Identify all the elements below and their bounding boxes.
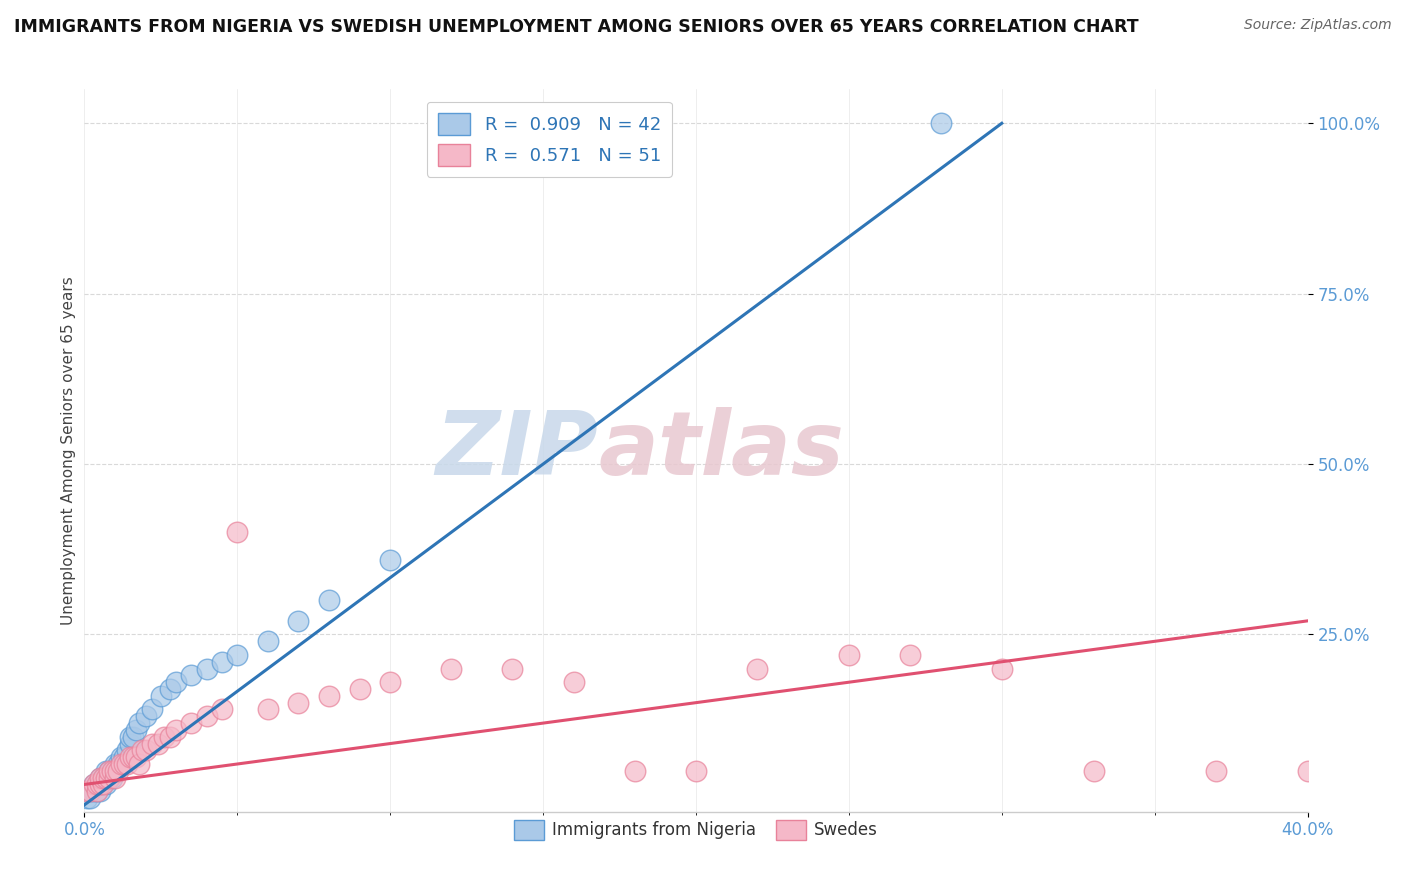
Point <box>1205 764 1227 778</box>
Point <box>76 784 98 798</box>
Point <box>83 777 105 791</box>
Point <box>141 737 163 751</box>
Point <box>624 764 647 778</box>
Point <box>89 784 111 798</box>
Point <box>86 777 108 791</box>
Point <box>79 791 101 805</box>
Point <box>91 771 114 785</box>
Point <box>79 784 101 798</box>
Point <box>91 777 114 791</box>
Text: IMMIGRANTS FROM NIGERIA VS SWEDISH UNEMPLOYMENT AMONG SENIORS OVER 65 YEARS CORR: IMMIGRANTS FROM NIGERIA VS SWEDISH UNEMP… <box>14 18 1139 36</box>
Point <box>79 784 101 798</box>
Point <box>898 648 921 662</box>
Y-axis label: Unemployment Among Seniors over 65 years: Unemployment Among Seniors over 65 years <box>60 277 76 624</box>
Point <box>226 525 249 540</box>
Point <box>104 771 127 785</box>
Point <box>257 634 280 648</box>
Point <box>149 689 172 703</box>
Point <box>929 116 952 130</box>
Point <box>94 777 117 791</box>
Point <box>195 662 218 676</box>
Point <box>135 743 157 757</box>
Text: ZIP: ZIP <box>436 407 598 494</box>
Point <box>112 757 135 772</box>
Point <box>91 777 114 791</box>
Point <box>97 764 120 778</box>
Point <box>89 777 111 791</box>
Point <box>89 777 111 791</box>
Point <box>128 716 150 731</box>
Point <box>195 709 218 723</box>
Point <box>128 757 150 772</box>
Point <box>502 662 524 676</box>
Point <box>380 552 402 566</box>
Point <box>287 696 309 710</box>
Point <box>125 723 148 737</box>
Point <box>107 764 129 778</box>
Point <box>747 662 769 676</box>
Point <box>104 757 127 772</box>
Point <box>101 771 124 785</box>
Point <box>97 771 120 785</box>
Point <box>226 648 249 662</box>
Point <box>94 771 117 785</box>
Point <box>318 689 340 703</box>
Point <box>380 675 402 690</box>
Point <box>211 655 233 669</box>
Point <box>110 750 132 764</box>
Point <box>211 702 233 716</box>
Point <box>107 757 129 772</box>
Point <box>1083 764 1105 778</box>
Point <box>97 771 120 785</box>
Point <box>159 730 181 744</box>
Point <box>257 702 280 716</box>
Point <box>120 737 142 751</box>
Point <box>86 777 108 791</box>
Point <box>83 784 105 798</box>
Point <box>104 764 127 778</box>
Legend: Immigrants from Nigeria, Swedes: Immigrants from Nigeria, Swedes <box>508 814 884 847</box>
Point <box>141 702 163 716</box>
Point <box>125 750 148 764</box>
Point <box>122 730 145 744</box>
Point <box>165 723 187 737</box>
Point <box>97 764 120 778</box>
Point <box>153 730 176 744</box>
Point <box>287 614 309 628</box>
Point <box>115 743 138 757</box>
Point <box>685 764 707 778</box>
Point <box>180 668 202 682</box>
Point <box>101 764 124 778</box>
Point <box>83 777 105 791</box>
Point <box>135 709 157 723</box>
Point <box>112 750 135 764</box>
Point <box>104 764 127 778</box>
Point <box>165 675 187 690</box>
Point <box>122 750 145 764</box>
Point <box>94 764 117 778</box>
Point <box>838 648 860 662</box>
Point <box>991 662 1014 676</box>
Point <box>159 681 181 696</box>
Point <box>89 771 111 785</box>
Point <box>89 771 111 785</box>
Point <box>318 593 340 607</box>
Point <box>1296 764 1319 778</box>
Point <box>349 681 371 696</box>
Point <box>115 757 138 772</box>
Point <box>146 737 169 751</box>
Point <box>86 784 108 798</box>
Point <box>110 757 132 772</box>
Point <box>86 784 108 798</box>
Point <box>120 730 142 744</box>
Point <box>91 771 114 785</box>
Text: Source: ZipAtlas.com: Source: ZipAtlas.com <box>1244 18 1392 32</box>
Text: atlas: atlas <box>598 407 844 494</box>
Point <box>180 716 202 731</box>
Point <box>76 791 98 805</box>
Point <box>131 743 153 757</box>
Point <box>440 662 463 676</box>
Point <box>562 675 585 690</box>
Point <box>120 750 142 764</box>
